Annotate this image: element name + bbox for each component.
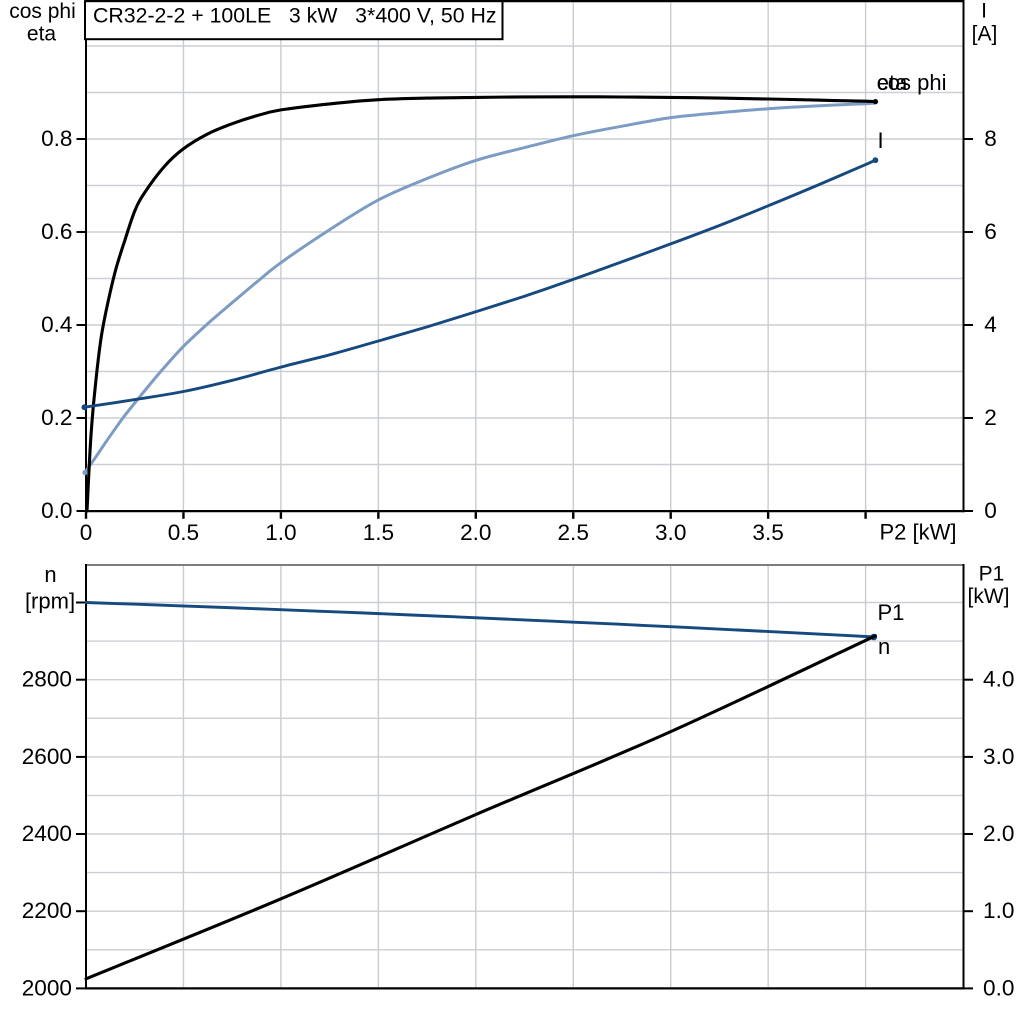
svg-text:CR32-2-2 + 100LE 3 kW 3*40: CR32-2-2 + 100LE 3 kW 3*400 V, 50 Hz	[93, 3, 497, 27]
svg-text:2200: 2200	[22, 898, 72, 923]
svg-text:P1: P1	[878, 600, 905, 625]
svg-text:eta: eta	[877, 70, 908, 95]
svg-text:1.0: 1.0	[983, 898, 1014, 923]
svg-text:2000: 2000	[22, 975, 72, 1000]
svg-text:P2 [kW]: P2 [kW]	[880, 520, 957, 545]
svg-text:0.8: 0.8	[41, 126, 72, 151]
svg-text:eta: eta	[27, 23, 57, 46]
svg-text:6: 6	[984, 219, 997, 244]
svg-text:[rpm]: [rpm]	[25, 589, 75, 614]
svg-text:8: 8	[984, 126, 997, 151]
svg-text:1.5: 1.5	[363, 520, 394, 545]
svg-text:cos phi: cos phi	[9, 0, 76, 23]
svg-text:0: 0	[80, 520, 93, 545]
svg-text:0: 0	[984, 498, 997, 523]
svg-text:4: 4	[984, 312, 997, 337]
svg-text:n: n	[878, 634, 890, 659]
svg-text:[A]: [A]	[972, 23, 998, 46]
svg-text:2400: 2400	[22, 821, 72, 846]
svg-text:3.0: 3.0	[655, 520, 686, 545]
svg-text:2800: 2800	[22, 667, 72, 692]
svg-text:cos phi: cos phi	[877, 70, 947, 95]
svg-text:1.0: 1.0	[265, 520, 296, 545]
svg-text:0.2: 0.2	[41, 405, 72, 430]
svg-text:4.0: 4.0	[983, 667, 1014, 692]
svg-text:I: I	[878, 128, 884, 153]
svg-text:0.0: 0.0	[983, 975, 1014, 1000]
svg-text:0.0: 0.0	[41, 498, 72, 523]
svg-text:2600: 2600	[22, 744, 72, 769]
svg-text:n: n	[44, 562, 56, 587]
svg-text:2.0: 2.0	[460, 520, 491, 545]
svg-text:2.5: 2.5	[557, 520, 588, 545]
svg-text:3.0: 3.0	[983, 744, 1014, 769]
svg-text:P1: P1	[979, 563, 1005, 586]
svg-text:[kW]: [kW]	[968, 585, 1010, 608]
svg-text:0.5: 0.5	[168, 520, 199, 545]
svg-text:0.6: 0.6	[41, 219, 72, 244]
svg-text:2.0: 2.0	[983, 821, 1014, 846]
svg-text:3.5: 3.5	[752, 520, 783, 545]
svg-text:I: I	[981, 0, 987, 23]
svg-text:2: 2	[984, 405, 997, 430]
svg-text:0.4: 0.4	[41, 312, 72, 337]
